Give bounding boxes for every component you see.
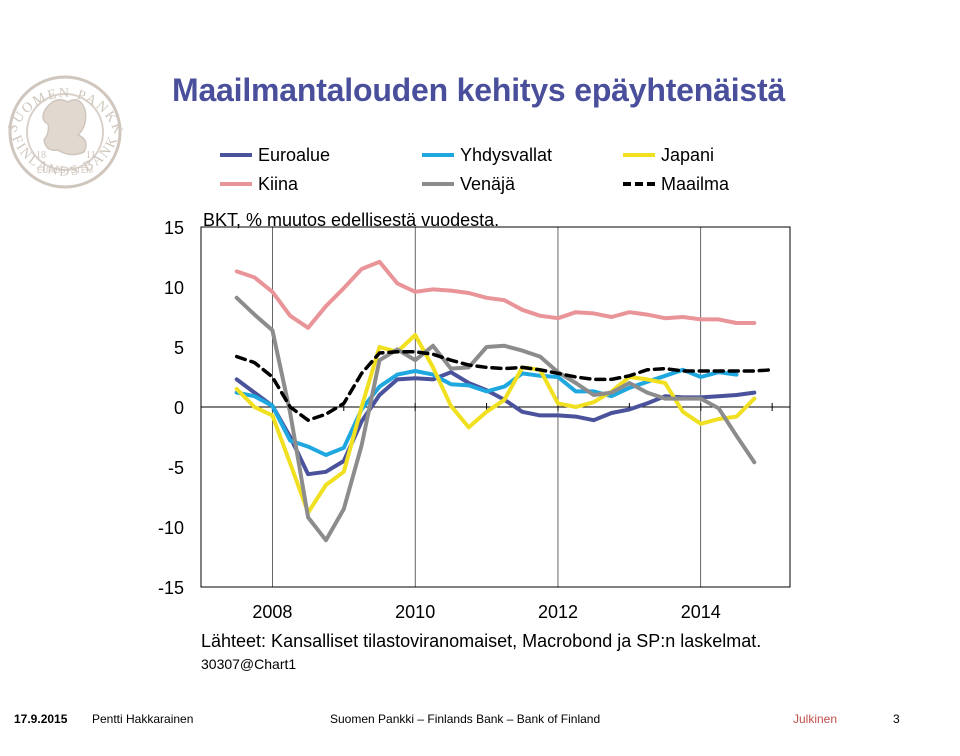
- series-line-ven-j-: [234, 295, 757, 543]
- y-tick-label: 5: [174, 338, 184, 358]
- legend-item-kiina: Kiina: [220, 172, 298, 196]
- legend-item-maailma: Maailma: [623, 172, 729, 196]
- legend-item-yhdysvallat: Yhdysvallat: [422, 143, 552, 167]
- legend-item-euroalue: Euroalue: [220, 143, 330, 167]
- footer-author: Pentti Hakkarainen: [92, 712, 194, 726]
- legend-item-venaja: Venäjä: [422, 172, 515, 196]
- legend-label-kiina: Kiina: [258, 173, 299, 194]
- series-line-maailma: [234, 350, 774, 422]
- x-tick-label: 2014: [681, 602, 721, 622]
- x-tick-label: 2012: [538, 602, 578, 622]
- footer-date: 17.9.2015: [14, 712, 68, 726]
- legend-swatch-yhdysvallat: [422, 153, 454, 157]
- y-tick-label: -5: [168, 458, 184, 478]
- x-tick-label: 2010: [395, 602, 435, 622]
- logo-band-text: EUROSYSTEM: [37, 166, 93, 175]
- legend-item-japani: Japani: [623, 143, 714, 167]
- lion-icon: [42, 99, 87, 156]
- slide-title: Maailmantalouden kehitys epäyhtenäistä: [172, 72, 786, 108]
- legend-label-yhdysvallat: Yhdysvallat: [460, 144, 553, 165]
- chart-id: 30307@Chart1: [201, 656, 297, 672]
- bank-of-finland-logo: SUOMEN PANKKI FINLANDS BANK 18 11 EUROSY…: [0, 40, 124, 189]
- series-line-japani: [234, 333, 757, 515]
- footer-classification: Julkinen: [793, 712, 838, 726]
- legend-swatch-euroalue: [220, 153, 252, 157]
- chart-legend: Euroalue Yhdysvallat Japani Kiina Venäjä…: [220, 143, 780, 201]
- footer-organization: Suomen Pankki – Finlands Bank – Bank of …: [330, 712, 601, 726]
- legend-label-venaja: Venäjä: [460, 173, 516, 194]
- footer: 17.9.2015 Pentti Hakkarainen Suomen Pank…: [0, 712, 960, 732]
- series-line-kiina: [234, 259, 757, 330]
- legend-swatch-kiina: [220, 182, 252, 186]
- x-tick-label: 2008: [252, 602, 292, 622]
- footer-page-number: 3: [893, 712, 900, 726]
- logo-year-right: 11: [86, 150, 96, 161]
- legend-label-japani: Japani: [661, 144, 715, 165]
- y-tick-label: -10: [158, 518, 184, 538]
- source-note: Lähteet: Kansalliset tilastoviranomaiset…: [201, 631, 762, 651]
- y-tick-label: 0: [174, 398, 184, 418]
- y-tick-label: -15: [158, 578, 184, 598]
- legend-swatch-japani: [623, 153, 655, 157]
- chart-title: BKT, % muutos edellisestä vuodesta.: [203, 210, 499, 230]
- legend-label-maailma: Maailma: [661, 173, 730, 194]
- series-line-euroalue: [234, 370, 757, 477]
- y-tick-label: 15: [164, 218, 184, 238]
- logo-year-left: 18: [36, 150, 46, 161]
- legend-swatch-maailma: [623, 182, 655, 186]
- legend-label-euroalue: Euroalue: [258, 144, 331, 165]
- legend-swatch-venaja: [422, 182, 454, 186]
- y-tick-label: 10: [164, 278, 184, 298]
